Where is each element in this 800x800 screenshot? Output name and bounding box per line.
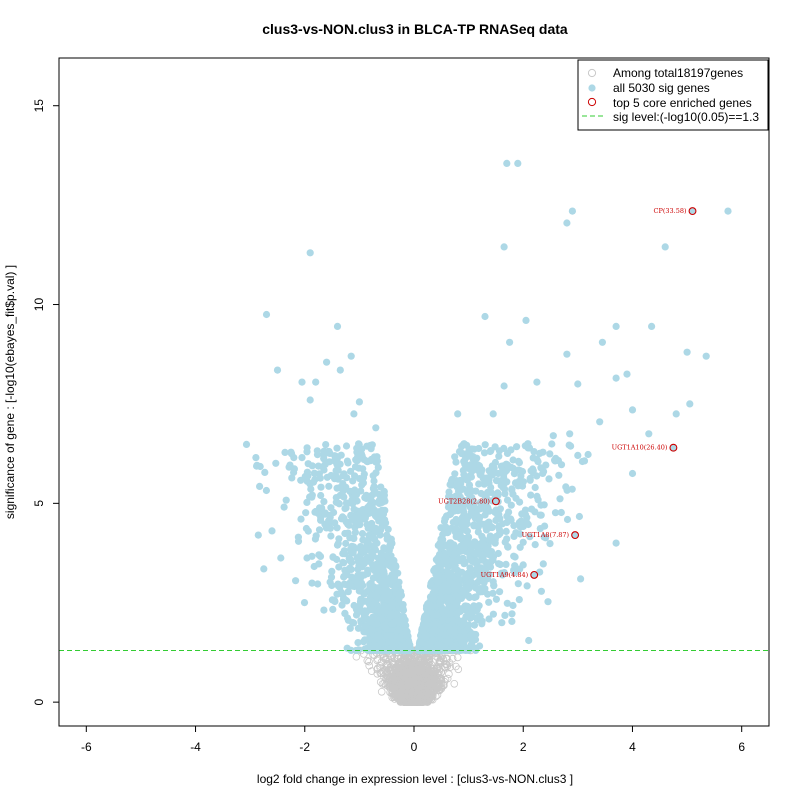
sig-gene-point: [515, 596, 523, 604]
sig-gene-point: [531, 541, 539, 549]
sig-gene-point: [531, 508, 539, 516]
sig-gene-point: [342, 539, 350, 548]
sig-gene-point: [342, 442, 351, 450]
sig-gene-point: [556, 495, 564, 503]
sig-gene-point: [495, 452, 503, 460]
sig-gene-point: [327, 532, 335, 540]
nonsig-gene-point: [373, 669, 382, 678]
nonsig-gene-point: [363, 656, 372, 665]
nonsig-gene-point: [377, 687, 386, 696]
nonsig-gene-point: [352, 652, 361, 661]
chart-title: clus3-vs-NON.clus3 in BLCA-TP RNASeq dat…: [262, 21, 568, 37]
points-layer: [242, 159, 732, 706]
sig-gene-point: [501, 611, 509, 620]
sig-gene-point: [531, 483, 539, 492]
sig-gene-point: [495, 560, 503, 568]
sig-gene-point: [317, 491, 325, 500]
sig-gene-point: [272, 459, 280, 467]
nonsig-gene-point: [453, 653, 462, 662]
nonsig-gene-point: [450, 679, 459, 688]
